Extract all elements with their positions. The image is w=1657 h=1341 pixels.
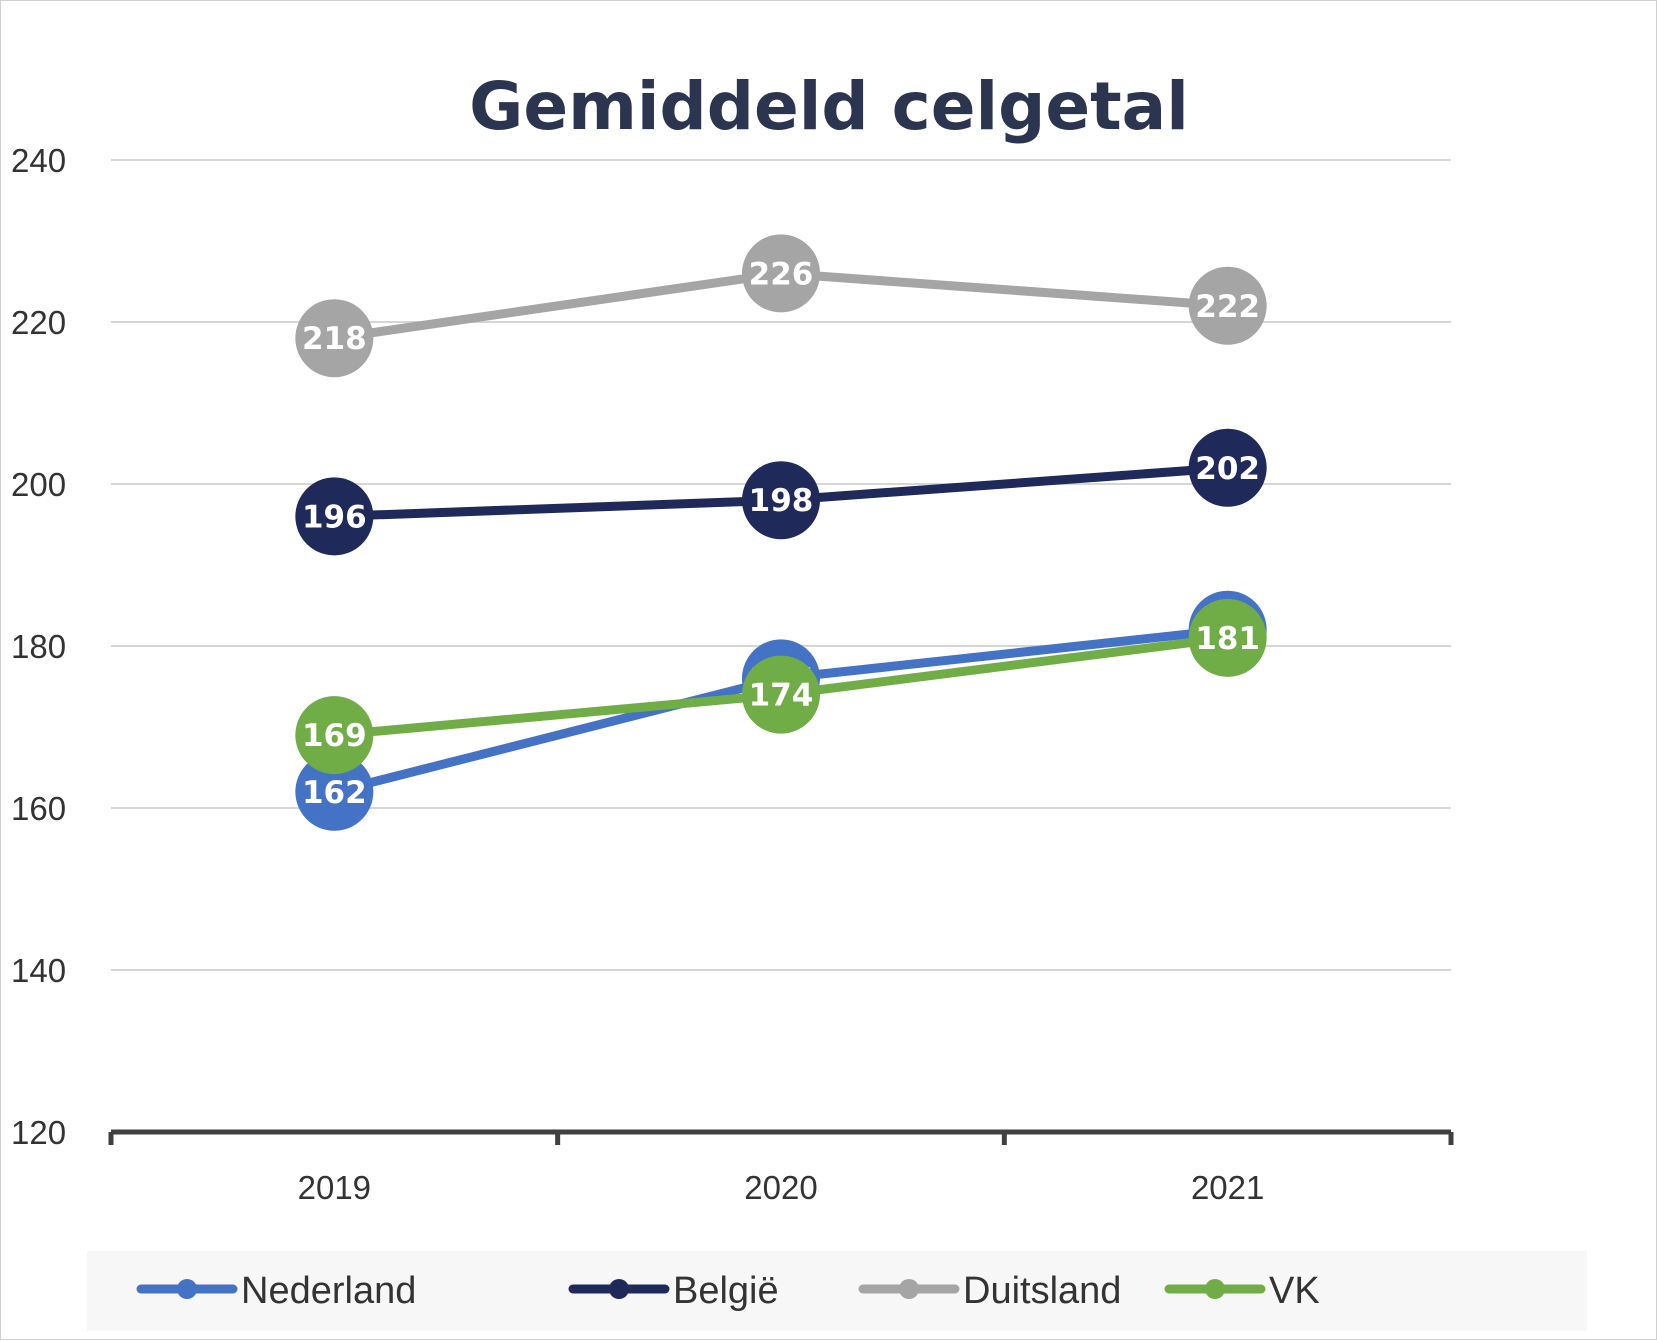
legend-label: België [673, 1270, 779, 1312]
legend-box [87, 1251, 1587, 1331]
y-axis-ticks: 120 140 160 180 200 220 240 [11, 142, 66, 1151]
y-tick-label: 200 [11, 466, 66, 503]
data-point [295, 299, 374, 378]
y-tick-label: 160 [11, 790, 66, 827]
x-tick-label: 2019 [298, 1169, 371, 1206]
data-point [295, 477, 374, 556]
legend: Nederland België Duitsland VK [87, 1251, 1587, 1331]
legend-label: Nederland [241, 1270, 416, 1312]
data-label: 222 [1195, 289, 1260, 325]
legend-label: Duitsland [963, 1270, 1121, 1312]
data-point [742, 461, 820, 540]
y-tick-label: 140 [11, 952, 66, 989]
y-tick-label: 120 [11, 1114, 66, 1151]
data-point [1188, 428, 1267, 507]
x-tick-label: 2021 [1191, 1169, 1264, 1206]
data-label: 196 [302, 499, 367, 535]
data-point [295, 696, 374, 775]
series-lines: 162176182196198202218226222169174181 [295, 234, 1267, 831]
data-label: 181 [1195, 621, 1260, 657]
data-label: 226 [749, 256, 814, 292]
data-label: 198 [749, 483, 814, 519]
x-axis: 2019 2020 2021 [108, 1129, 1454, 1206]
legend-marker [609, 1279, 629, 1299]
legend-marker [1205, 1279, 1225, 1299]
data-label: 202 [1195, 451, 1260, 487]
data-point [1188, 598, 1267, 677]
data-label: 169 [302, 718, 367, 754]
data-point [742, 655, 820, 734]
marker-layer: 162176182196198202218226222169174181 [295, 234, 1267, 831]
data-label: 162 [302, 775, 367, 811]
y-tick-label: 180 [11, 628, 66, 665]
data-label: 174 [749, 678, 814, 714]
legend-marker [899, 1279, 919, 1299]
legend-label: VK [1269, 1270, 1320, 1312]
y-tick-label: 220 [11, 304, 66, 341]
data-label: 218 [302, 321, 367, 357]
chart-title: Gemiddeld celgetal [469, 68, 1189, 145]
data-point [1188, 266, 1267, 345]
data-point [295, 752, 374, 831]
x-tick-label: 2020 [744, 1169, 817, 1206]
y-tick-label: 240 [11, 142, 66, 179]
data-point [742, 234, 820, 313]
legend-marker [177, 1279, 197, 1299]
